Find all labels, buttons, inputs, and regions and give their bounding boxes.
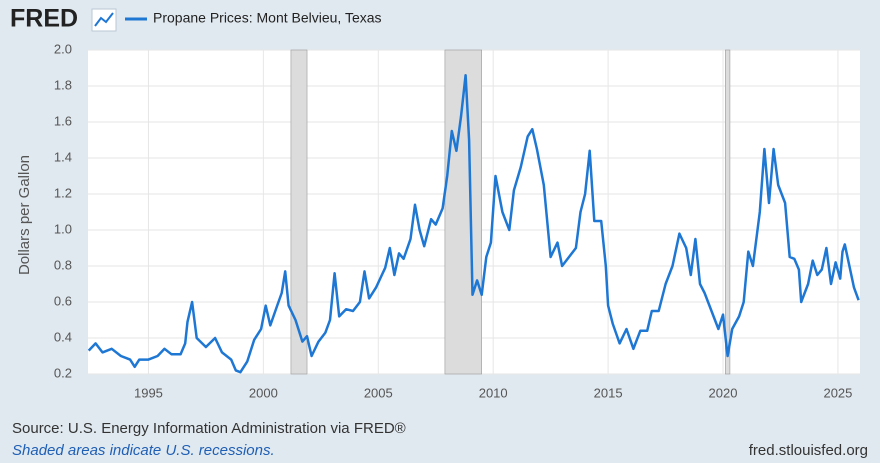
x-tick-label: 2000 (249, 385, 278, 400)
tick-labels: 0.2 0.4 0.6 0.8 1.0 1.2 1.4 1.6 1.8 2.0 1995 2000 20… (54, 41, 852, 400)
y-tick-label: 1.2 (54, 185, 72, 200)
recession-note: Shaded areas indicate U.S. recessions. (12, 442, 275, 459)
y-tick-label: 0.4 (54, 329, 72, 344)
url[interactable]: fred.stlouisfed.org (749, 442, 868, 459)
y-tick-label: 2.0 (54, 41, 72, 56)
x-tick-label: 2010 (479, 385, 508, 400)
x-tick-label: 1995 (134, 385, 163, 400)
y-tick-label: 0.8 (54, 257, 72, 272)
series (87, 73, 860, 374)
source: Source: U.S. Energy Information Administ… (12, 420, 406, 437)
logo-icon (91, 8, 117, 32)
recession-band (290, 49, 308, 375)
y-axis-label: Dollars per Gallon (16, 155, 33, 275)
y-tick-label: 0.2 (54, 365, 72, 380)
x-tick-label: 2005 (364, 385, 393, 400)
y-tick-label: 1.0 (54, 221, 72, 236)
x-tick-label: 2015 (594, 385, 623, 400)
y-tick-label: 1.8 (54, 77, 72, 92)
recession-band (725, 49, 731, 375)
x-tick-label: 2020 (709, 385, 738, 400)
y-tick-label: 1.6 (54, 113, 72, 128)
y-tick-label: 0.6 (54, 293, 72, 308)
legend-label: Propane Prices: Mont Belvieu, Texas (153, 10, 382, 26)
data-line (87, 73, 860, 374)
brand-logo[interactable]: FRED (10, 5, 78, 33)
y-tick-label: 1.4 (54, 149, 72, 164)
x-tick-label: 2025 (823, 385, 852, 400)
